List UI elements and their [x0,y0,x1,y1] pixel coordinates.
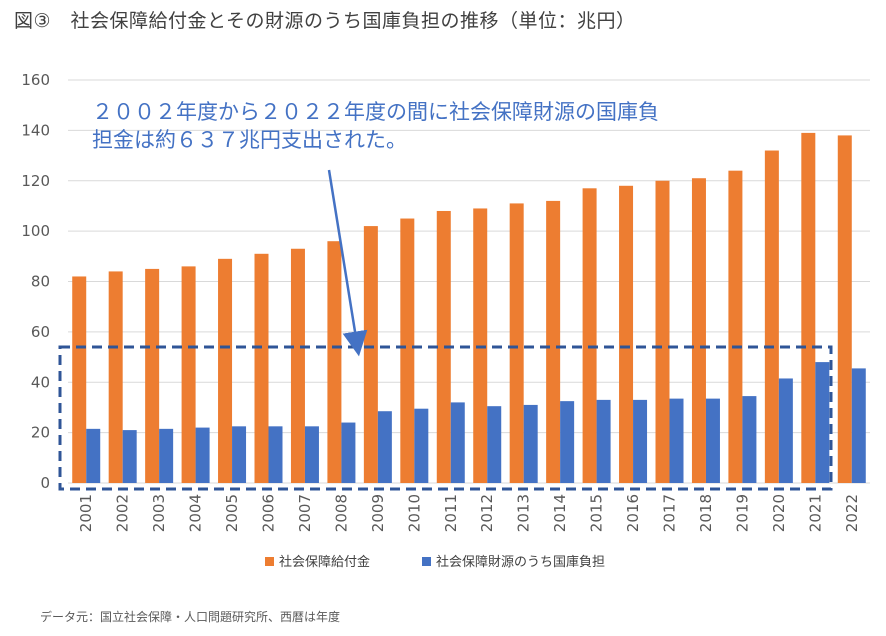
bar-benefits [181,266,196,483]
legend-label-series2: 社会保障財源のうち国庫負担 [436,554,605,570]
bar-national-treasury [560,401,575,483]
legend: 社会保障給付金 社会保障財源のうち国庫負担 [265,554,605,570]
bar-national-treasury [705,398,720,483]
bar-national-treasury [669,398,684,483]
bar-national-treasury [377,411,392,483]
y-tick-label: 140 [21,121,50,139]
x-tick-label: 2012 [478,494,496,532]
annotation-line-1: ２００２年度から２０２２年度の間に社会保障財源の国庫負 [92,100,659,124]
y-axis-ticks: 0 20 40 60 80 100 120 140 160 [21,71,50,492]
bars [72,132,866,484]
x-tick-label: 2003 [150,494,168,532]
bar-benefits [363,226,378,483]
bar-national-treasury [159,428,174,483]
bar-benefits [655,180,670,483]
bar-national-treasury [86,428,101,483]
x-tick-label: 2005 [223,494,241,532]
bar-benefits [218,258,233,483]
bar-national-treasury [633,399,648,483]
bar-benefits [145,268,160,483]
bar-benefits [691,178,706,483]
y-tick-label: 40 [31,373,50,391]
legend-label-series1: 社会保障給付金 [279,554,370,570]
x-tick-label: 2013 [515,494,533,532]
bar-national-treasury [778,378,793,483]
bar-national-treasury [268,426,283,483]
x-tick-label: 2016 [624,494,642,532]
bar-benefits [254,253,269,483]
y-tick-label: 100 [21,222,50,240]
bar-national-treasury [742,396,757,483]
x-tick-label: 2021 [806,494,824,532]
bar-national-treasury [195,427,210,483]
x-tick-label: 2011 [442,494,460,532]
x-tick-label: 2009 [369,494,387,532]
x-axis-ticks: 2001 2002 2003 2004 2005 2006 2007 2008 2009 2010… [77,494,861,532]
bar-benefits [764,150,779,483]
bar-national-treasury [414,408,429,483]
highlight-box [58,345,833,491]
x-tick-label: 2002 [114,494,132,532]
x-tick-label: 2006 [260,494,278,532]
bar-national-treasury [232,426,247,483]
chart-title: 図③ 社会保障給付金とその財源のうち国庫負担の推移（単位：兆円） [14,10,636,32]
bar-benefits [72,276,87,483]
y-tick-label: 0 [40,474,50,492]
x-tick-label: 2007 [296,494,314,532]
x-tick-label: 2010 [405,494,423,532]
bar-benefits [290,248,305,483]
bar-national-treasury [304,426,319,483]
x-tick-label: 2022 [843,494,861,532]
x-tick-label: 2015 [588,494,606,532]
bar-national-treasury [851,368,866,483]
x-tick-label: 2001 [77,494,95,532]
annotation-arrow [327,169,368,357]
y-tick-label: 80 [31,273,50,291]
bar-benefits [327,241,342,483]
legend-swatch-series2 [422,557,431,566]
x-tick-label: 2019 [733,494,751,532]
y-tick-label: 160 [21,71,50,89]
bar-national-treasury [596,399,611,483]
bar-benefits [436,210,451,483]
y-tick-label: 60 [31,323,50,341]
bar-benefits [108,271,123,483]
bar-national-treasury [487,406,502,483]
bar-benefits [728,170,743,484]
bar-national-treasury [122,430,137,483]
annotation-line-2: 担金は約６３７兆円支出された。 [92,128,407,152]
x-tick-label: 2020 [770,494,788,532]
bar-benefits [801,132,816,484]
x-tick-label: 2004 [187,494,205,532]
x-tick-label: 2008 [332,494,350,532]
y-tick-label: 120 [21,172,50,190]
y-tick-label: 20 [31,424,50,442]
bar-national-treasury [523,404,538,483]
x-tick-label: 2014 [551,494,569,532]
legend-swatch-series1 [265,557,274,566]
bar-national-treasury [450,402,465,483]
bar-benefits [837,135,852,483]
bar-benefits [546,200,561,483]
x-tick-label: 2017 [661,494,679,532]
bar-national-treasury [815,362,830,483]
bar-benefits [509,203,524,483]
source-note: データ元：国立社会保障・人口問題研究所、西暦は年度 [40,610,341,624]
x-tick-label: 2018 [697,494,715,532]
bar-national-treasury [341,422,356,483]
bar-benefits [582,188,597,483]
bar-benefits [619,185,634,483]
bar-benefits [400,218,415,483]
